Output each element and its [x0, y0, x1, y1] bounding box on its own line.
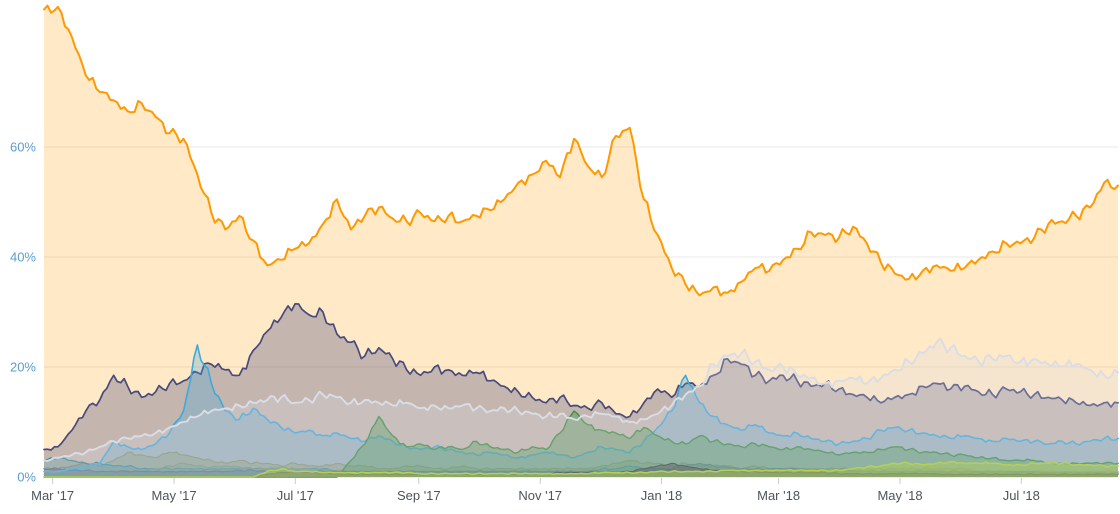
series-ripple-line — [43, 344, 1119, 473]
series-areas — [43, 4, 1119, 478]
y-tick-label: 40% — [10, 250, 36, 265]
y-axis: 0% 20% 40% 60% — [10, 140, 36, 485]
x-axis: Mar '17 May '17 Jul '17 Sep '17 Nov '17 Jan '… — [31, 478, 1040, 503]
series-others-area — [44, 338, 1118, 477]
series-ethereum-area — [44, 303, 1118, 477]
x-tick-label: Mar '17 — [31, 488, 74, 503]
x-tick-label: Nov '17 — [518, 488, 562, 503]
x-tick-label: Sep '17 — [397, 488, 441, 503]
series-eos-area — [44, 461, 1118, 477]
x-tick-label: May '17 — [151, 488, 196, 503]
x-tick-label: Jul '17 — [277, 488, 314, 503]
x-tick-label: May '18 — [877, 488, 922, 503]
series-bitcoin-area — [44, 5, 1118, 477]
x-tick-label: Jan '18 — [641, 488, 683, 503]
series-iota-area — [44, 463, 1118, 477]
series-bitcoin-cash-area — [44, 411, 1118, 477]
series-ripple-area — [44, 345, 1118, 477]
y-tick-label: 20% — [10, 360, 36, 375]
series-eos-line — [43, 460, 1119, 478]
series-litecoin-line — [43, 451, 1119, 473]
y-tick-label: 60% — [10, 140, 36, 155]
series-others-line — [43, 337, 1119, 462]
x-tick-label: Mar '18 — [757, 488, 800, 503]
y-tick-label: 0% — [17, 470, 36, 485]
x-tick-label: Jul '18 — [1003, 488, 1040, 503]
series-ethereum-line — [43, 302, 1119, 451]
series-bitcoin-line — [43, 4, 1119, 297]
series-monero-line — [43, 462, 1119, 474]
